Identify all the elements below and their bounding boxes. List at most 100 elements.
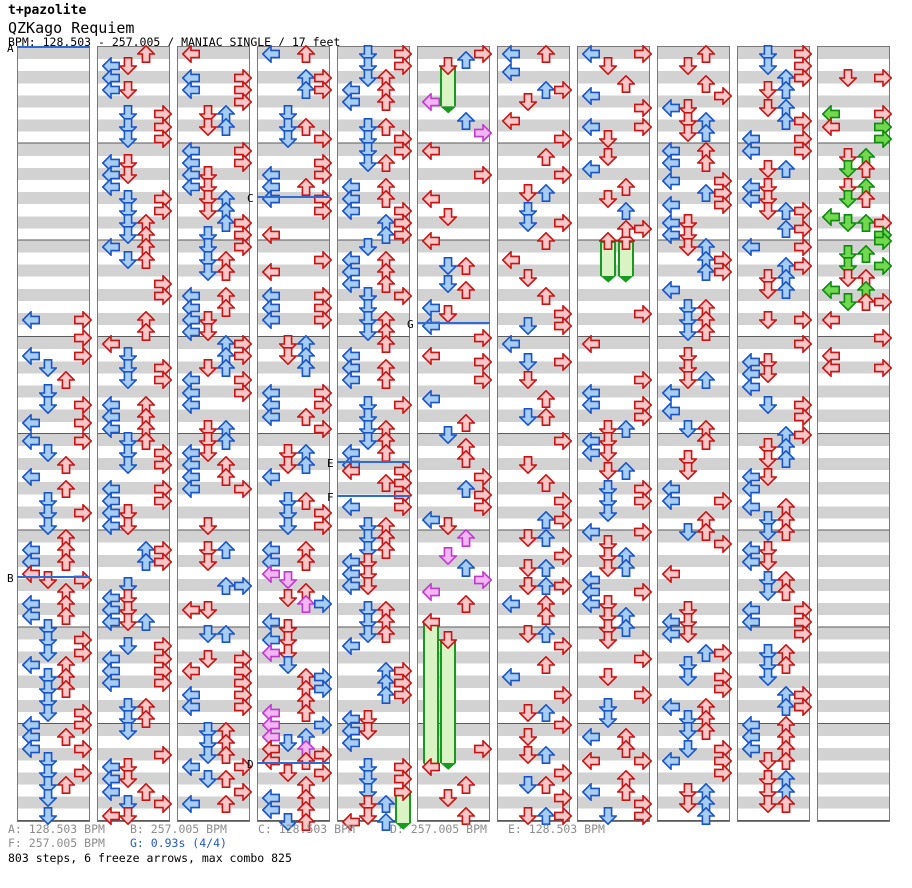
note-arrow [821,280,840,299]
note-arrow [216,359,235,378]
note-arrow [554,431,573,450]
note-arrow [439,788,458,807]
note-arrow [714,87,733,106]
note-arrow [794,256,813,275]
chart-column [657,45,733,825]
freeze-arrow-tip [600,275,617,283]
note-arrow [359,722,378,741]
note-arrow [181,758,200,777]
note-arrow [874,292,893,311]
note-arrow [154,371,173,390]
note-arrow [216,431,235,450]
song-title: QZKago Requiem [8,19,135,37]
note-arrow [279,456,298,475]
note-arrow [101,516,120,535]
note-arrow [119,57,138,76]
chart-column [417,45,493,825]
note-arrow [741,740,760,759]
note-arrow [519,703,538,722]
note-arrow [376,190,395,209]
note-arrow [456,450,475,469]
note-arrow [456,595,475,614]
note-arrow [199,625,218,644]
note-arrow [536,607,555,626]
note-arrow [314,129,333,148]
note-arrow [519,806,538,825]
note-arrow [696,153,715,172]
bpm-legend-A: A: 128.503 BPM [8,822,105,836]
note-arrow [341,202,360,221]
note-arrow [296,552,315,571]
note-arrow [456,528,475,547]
note-arrow [519,268,538,287]
note-arrow [261,613,280,632]
note-arrow [599,147,618,166]
note-arrow [759,522,778,541]
note-arrow [759,450,778,469]
note-arrow [679,123,698,142]
note-arrow [661,99,680,118]
note-arrow [341,274,360,293]
note-arrow [519,625,538,644]
note-arrow [634,583,653,602]
note-arrow [519,577,538,595]
note-arrow [679,419,698,438]
note-arrow [74,764,93,783]
note-arrow [359,625,378,644]
note-arrow [634,304,653,323]
note-arrow [839,292,858,311]
note-arrow [216,746,235,765]
note-arrow [501,667,520,686]
note-arrow [154,746,173,765]
bpm-marker-line-C [257,195,330,198]
note-arrow [199,516,218,535]
note-arrow [21,655,40,674]
note-arrow [616,178,635,197]
note-arrow [474,123,493,142]
note-arrow [56,371,75,390]
note-arrow [216,468,235,487]
note-arrow [296,117,315,136]
note-arrow [376,274,395,293]
note-arrow [679,625,698,644]
note-arrow [39,570,58,589]
note-arrow [119,165,138,184]
note-arrow [759,794,778,813]
note-arrow [314,311,333,330]
note-arrow [616,462,635,481]
note-arrow [261,226,280,245]
note-arrow [554,165,573,184]
note-arrow [696,323,715,342]
note-arrow [554,577,573,595]
note-arrow [856,214,875,233]
note-arrow [501,335,520,354]
freeze-arrow-body [422,622,439,763]
note-arrow [536,703,555,722]
note-arrow [616,619,635,638]
note-arrow [714,534,733,553]
note-arrow [474,371,493,390]
note-arrow [794,407,813,426]
note-arrow [616,740,635,759]
freeze-arrow-body [440,640,457,763]
note-arrow [679,794,698,813]
note-arrow [394,498,413,517]
note-arrow [279,655,298,674]
chart-column [497,45,573,825]
note-arrow [74,570,93,589]
note-arrow [136,613,155,632]
bpm-legend-D: D: 257.005 BPM [390,822,487,836]
note-arrow [776,450,795,469]
note-arrow [519,317,538,336]
note-arrow [474,353,493,372]
artist-name: t+pazolite [8,3,87,18]
note-arrow [199,323,218,342]
note-arrow [136,250,155,269]
note-arrow [759,280,778,299]
note-arrow [101,419,120,438]
note-arrow [119,722,138,741]
freeze-arrow-head [421,613,440,632]
chart-column [97,45,173,825]
chart-column [817,46,893,822]
note-arrow [234,383,253,402]
